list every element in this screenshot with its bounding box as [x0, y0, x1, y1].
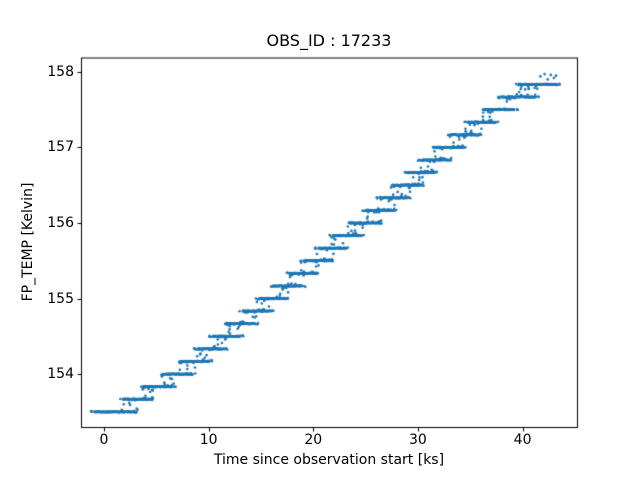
x-tick-label: 20	[304, 432, 323, 448]
y-tick-label: 158	[47, 63, 74, 80]
y-tick-label: 157	[47, 139, 74, 156]
x-tick-label: 10	[199, 432, 218, 448]
y-tick-label: 154	[47, 366, 74, 383]
x-tick-label: 30	[409, 432, 427, 448]
y-tick-label: 155	[47, 290, 74, 307]
x-tick-label: 0	[99, 432, 109, 448]
y-axis-label: FP_TEMP [Kelvin]	[20, 182, 36, 302]
y-tick-label: 156	[47, 214, 74, 231]
x-axis-label: Time since observation start [ks]	[213, 452, 445, 468]
chart-title: OBS_ID : 17233	[266, 31, 392, 50]
x-tick-label: 40	[513, 432, 532, 448]
